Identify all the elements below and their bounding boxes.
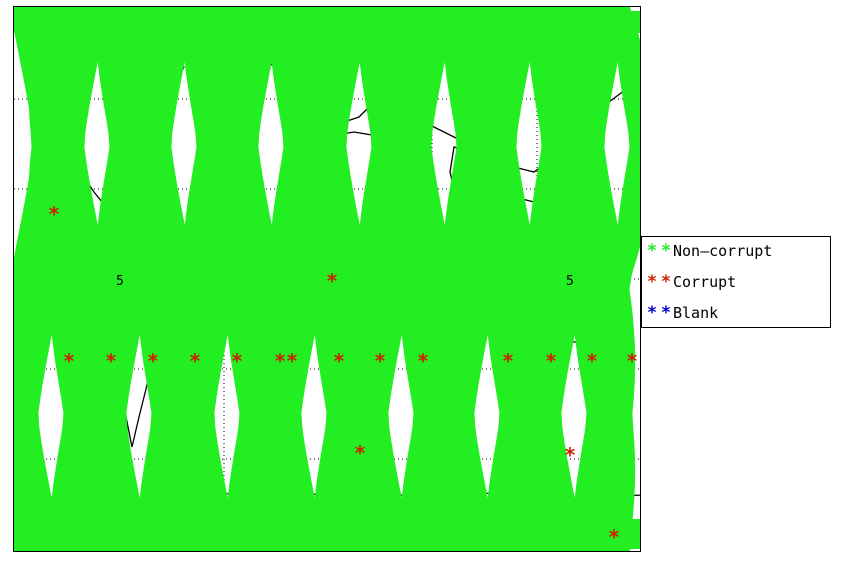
- corrupt-marker: *: [190, 349, 201, 373]
- corrupt-marker: *: [49, 202, 60, 226]
- swath-bottom-band: [14, 519, 640, 549]
- legend-item-non-corrupt: * * Non—corrupt: [645, 240, 772, 262]
- corrupt-marker: *: [546, 349, 557, 373]
- corrupt-marker: *: [587, 349, 598, 373]
- legend-star-icon: *: [660, 272, 672, 292]
- corrupt-marker: *: [627, 349, 638, 373]
- legend-label-non-corrupt: Non—corrupt: [673, 242, 773, 260]
- corrupt-marker: *: [232, 349, 243, 373]
- corrupt-marker: *: [148, 349, 159, 373]
- corrupt-marker: *: [334, 349, 345, 373]
- corrupt-marker: *: [503, 349, 514, 373]
- map-plot-area: 5 5 * * * * * * * * * * * * * * * * * * *: [13, 6, 641, 552]
- corrupt-markers: ** * * * * * *** * *** * * ***: [49, 202, 638, 549]
- swath-band-cross: [594, 7, 640, 551]
- swath-top-band: [14, 11, 640, 33]
- swath-layer: [14, 7, 640, 551]
- legend-marker-corrupt: *: [646, 272, 658, 292]
- corrupt-marker: *: [355, 441, 366, 465]
- corrupt-marker: *: [287, 349, 298, 373]
- legend-label-blank: Blank: [673, 304, 719, 322]
- legend: * * Non—corrupt * * Corrupt * * Blank: [641, 236, 831, 328]
- corrupt-marker: *: [275, 349, 286, 373]
- legend-star-icon: *: [660, 303, 672, 323]
- axis-label-right: 5: [566, 274, 574, 289]
- corrupt-marker: *: [64, 349, 75, 373]
- map-canvas: 5 5 ** * * * * * *** * *** * * ***: [14, 7, 640, 551]
- legend-marker-blank: *: [646, 303, 658, 323]
- corrupt-marker: *: [375, 349, 386, 373]
- legend-item-blank: * * Blank: [645, 302, 718, 324]
- legend-item-corrupt: * * Corrupt: [645, 271, 736, 293]
- axis-label-left: 5: [116, 274, 124, 289]
- corrupt-marker: *: [418, 349, 429, 373]
- legend-marker-non-corrupt: *: [646, 241, 658, 261]
- swath-band: [568, 7, 636, 551]
- corrupt-marker: *: [106, 349, 117, 373]
- corrupt-marker: *: [327, 269, 338, 293]
- corrupt-marker: *: [565, 443, 576, 467]
- legend-star-icon: *: [660, 241, 672, 261]
- legend-label-corrupt: Corrupt: [673, 273, 737, 291]
- corrupt-marker: *: [609, 525, 620, 549]
